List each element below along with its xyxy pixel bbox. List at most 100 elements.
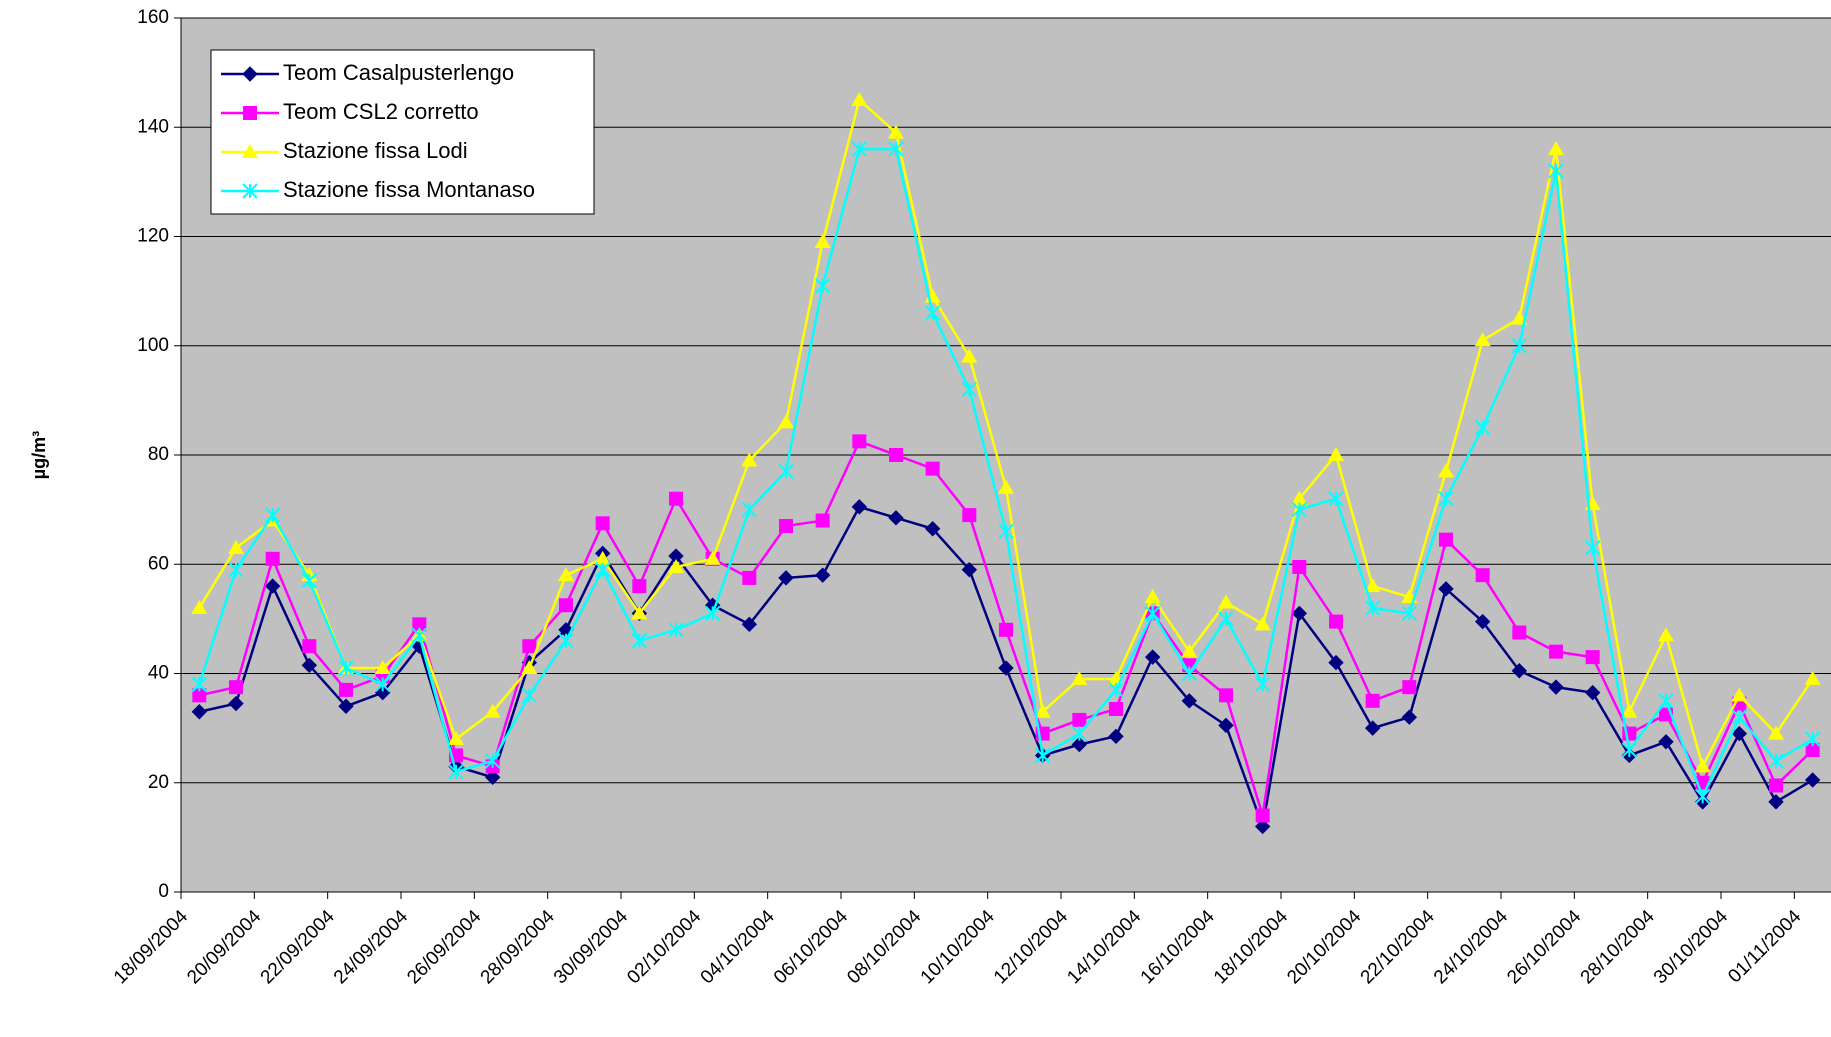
marker [338, 698, 354, 714]
marker [704, 550, 721, 565]
marker [1511, 338, 1528, 354]
marker [1364, 578, 1381, 593]
marker [448, 764, 464, 780]
marker [558, 567, 574, 582]
marker [1109, 702, 1123, 717]
marker [1658, 627, 1674, 642]
marker [741, 452, 758, 467]
marker [998, 479, 1014, 494]
marker [1658, 734, 1674, 750]
y-tick-label: 120 [137, 226, 169, 247]
marker [191, 676, 208, 693]
marker [741, 501, 758, 518]
marker [338, 660, 354, 676]
marker [1181, 665, 1198, 682]
series [191, 91, 1821, 773]
marker [1254, 676, 1271, 693]
marker [999, 622, 1013, 637]
marker [778, 414, 794, 429]
marker [1108, 728, 1124, 745]
x-tick-label: 30/09/2004 [550, 906, 632, 988]
marker [852, 434, 867, 449]
marker [191, 704, 208, 720]
x-tick-label: 02/10/2004 [623, 906, 705, 988]
legend-entry: Teom Casalpusterlengo [221, 60, 514, 85]
marker [595, 516, 610, 531]
x-tick-label: 22/09/2004 [257, 906, 339, 988]
marker [558, 633, 574, 649]
marker [1474, 613, 1491, 630]
marker [1804, 772, 1821, 788]
series [192, 434, 1820, 823]
marker [1365, 693, 1380, 708]
marker [374, 676, 391, 693]
series [191, 141, 1821, 805]
marker [521, 687, 538, 704]
marker [814, 567, 831, 583]
marker [191, 599, 208, 614]
marker [1731, 687, 1748, 702]
marker [1291, 501, 1308, 518]
marker [1585, 650, 1600, 665]
marker [484, 769, 501, 785]
y-tick-label: 0 [158, 881, 169, 902]
marker [411, 627, 428, 643]
marker [962, 508, 977, 523]
marker [779, 519, 793, 534]
x-tick-label: 06/10/2004 [770, 906, 852, 988]
marker [1181, 693, 1198, 709]
x-tick-label: 01/11/2004 [1724, 906, 1805, 987]
marker [1072, 712, 1087, 727]
series [191, 499, 1821, 835]
marker [1768, 725, 1784, 740]
marker [1292, 559, 1307, 574]
marker [1804, 731, 1821, 747]
x-tick-label: 04/10/2004 [697, 906, 779, 988]
marker [924, 521, 941, 537]
marker [265, 551, 280, 566]
marker [302, 639, 317, 654]
marker [778, 463, 794, 480]
marker [484, 753, 501, 769]
marker [741, 616, 758, 633]
legend-label: Teom CSL2 corretto [283, 99, 479, 124]
marker [412, 617, 427, 632]
legend-entry: Stazione fissa Lodi [221, 138, 468, 163]
marker [1144, 605, 1161, 622]
marker [1768, 753, 1784, 769]
marker [998, 660, 1014, 676]
marker [1255, 808, 1270, 823]
marker [1548, 679, 1564, 695]
marker [888, 141, 904, 157]
marker [1621, 703, 1638, 718]
legend-label: Stazione fissa Montanaso [283, 177, 535, 202]
marker [1439, 532, 1453, 547]
marker [484, 703, 501, 718]
marker [594, 550, 611, 565]
x-tick-label: 28/10/2004 [1577, 906, 1659, 988]
x-tick-label: 20/10/2004 [1283, 906, 1365, 988]
marker [229, 680, 243, 695]
marker [1474, 419, 1491, 436]
x-tick-label: 14/10/2004 [1063, 906, 1145, 988]
marker [1584, 540, 1601, 556]
marker [851, 141, 868, 157]
marker [1328, 654, 1344, 671]
x-tick-label: 20/09/2004 [183, 906, 265, 988]
marker [1329, 614, 1343, 629]
marker [1804, 670, 1821, 685]
marker [1548, 141, 1564, 156]
marker [1254, 616, 1271, 631]
legend-label: Stazione fissa Lodi [283, 138, 468, 163]
marker [1768, 794, 1784, 810]
marker [1218, 594, 1234, 609]
marker [814, 277, 831, 294]
y-tick-label: 40 [148, 663, 169, 684]
marker [559, 598, 573, 613]
legend-marker [243, 106, 257, 120]
marker [1548, 163, 1564, 179]
marker [1364, 600, 1381, 616]
marker [301, 657, 318, 674]
marker [1512, 625, 1527, 640]
